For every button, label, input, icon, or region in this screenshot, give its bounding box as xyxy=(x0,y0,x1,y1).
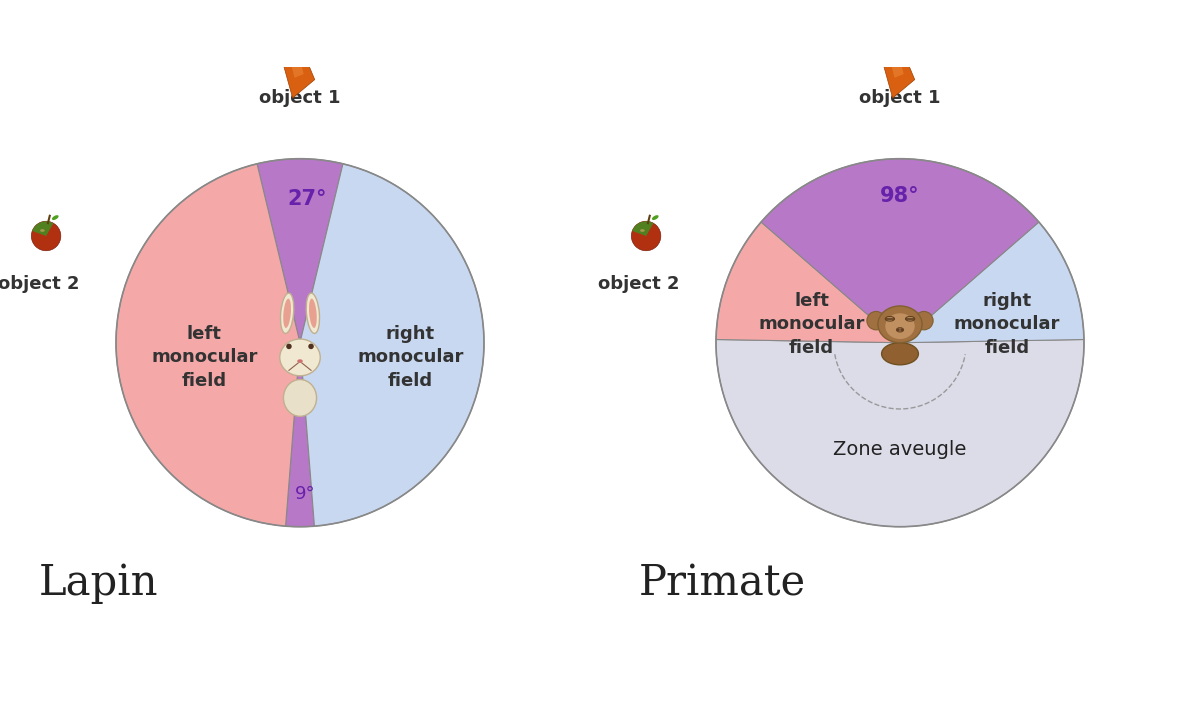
Circle shape xyxy=(901,328,904,331)
Text: left
monocular
field: left monocular field xyxy=(758,292,865,357)
Text: 27°: 27° xyxy=(288,189,328,209)
Ellipse shape xyxy=(652,215,659,220)
Wedge shape xyxy=(286,343,314,527)
Ellipse shape xyxy=(904,41,925,52)
Ellipse shape xyxy=(640,229,644,232)
Text: Lapin: Lapin xyxy=(38,562,158,604)
Wedge shape xyxy=(761,159,1039,343)
Wedge shape xyxy=(300,164,484,526)
Text: Zone aveugle: Zone aveugle xyxy=(833,440,967,459)
Ellipse shape xyxy=(882,343,918,365)
Ellipse shape xyxy=(906,316,914,321)
Ellipse shape xyxy=(898,43,917,57)
Polygon shape xyxy=(890,59,904,78)
Text: Primate: Primate xyxy=(638,562,806,604)
Ellipse shape xyxy=(886,313,914,339)
Circle shape xyxy=(896,328,899,331)
Text: 98°: 98° xyxy=(880,186,920,206)
Text: object 2: object 2 xyxy=(598,275,679,293)
Polygon shape xyxy=(290,59,304,78)
Polygon shape xyxy=(883,58,914,98)
Text: right
monocular
field: right monocular field xyxy=(358,325,463,390)
Ellipse shape xyxy=(311,44,332,56)
Wedge shape xyxy=(716,340,1084,527)
Ellipse shape xyxy=(896,328,904,332)
Ellipse shape xyxy=(283,298,292,328)
Text: 9°: 9° xyxy=(295,485,316,503)
Circle shape xyxy=(31,221,61,251)
Wedge shape xyxy=(900,222,1084,343)
Text: object 1: object 1 xyxy=(859,89,941,107)
Wedge shape xyxy=(716,222,900,343)
Ellipse shape xyxy=(304,41,325,52)
Circle shape xyxy=(287,343,292,349)
Ellipse shape xyxy=(52,215,59,220)
Ellipse shape xyxy=(281,293,294,333)
Ellipse shape xyxy=(280,339,320,376)
Ellipse shape xyxy=(878,306,922,343)
Ellipse shape xyxy=(306,293,319,333)
Ellipse shape xyxy=(298,43,317,57)
Circle shape xyxy=(631,221,661,251)
Text: right
monocular
field: right monocular field xyxy=(954,292,1060,357)
Text: object 1: object 1 xyxy=(259,89,341,107)
Ellipse shape xyxy=(40,229,44,232)
Circle shape xyxy=(866,311,886,330)
Wedge shape xyxy=(32,221,54,236)
Wedge shape xyxy=(116,164,300,526)
Wedge shape xyxy=(632,221,654,236)
Circle shape xyxy=(308,343,314,349)
Text: left
monocular
field: left monocular field xyxy=(151,325,258,390)
Text: object 2: object 2 xyxy=(0,275,79,293)
Ellipse shape xyxy=(886,316,894,321)
Ellipse shape xyxy=(298,359,302,363)
Ellipse shape xyxy=(308,298,317,328)
Ellipse shape xyxy=(911,44,932,56)
Wedge shape xyxy=(257,159,343,343)
Polygon shape xyxy=(283,58,314,98)
Circle shape xyxy=(914,311,934,330)
Ellipse shape xyxy=(283,380,317,416)
